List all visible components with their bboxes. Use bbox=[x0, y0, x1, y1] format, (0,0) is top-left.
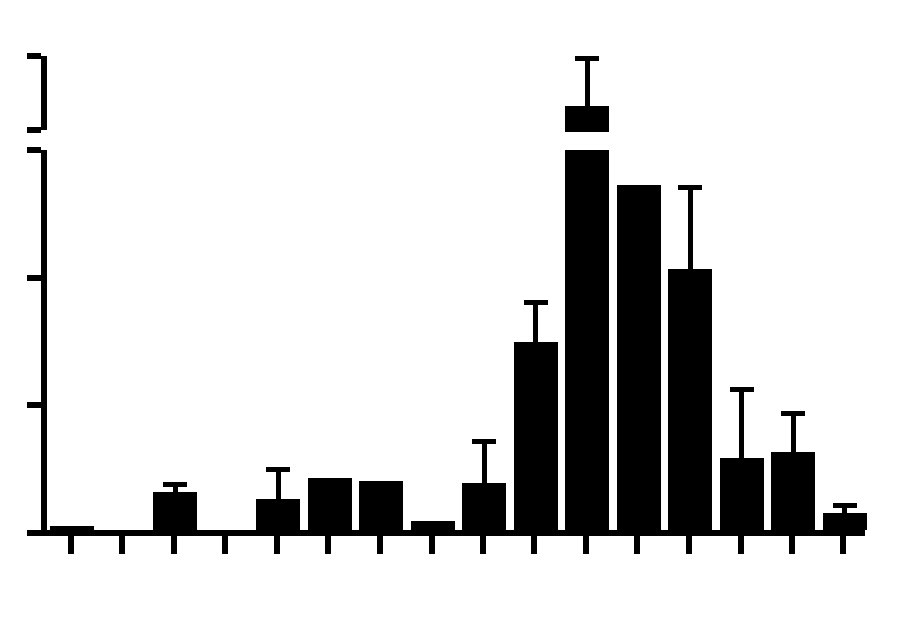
error-bar-cap bbox=[163, 482, 187, 487]
bar-chart bbox=[0, 0, 900, 625]
bar bbox=[256, 499, 300, 530]
y-tick bbox=[27, 402, 41, 408]
x-tick bbox=[377, 536, 383, 554]
x-tick bbox=[68, 536, 74, 554]
x-tick bbox=[840, 536, 846, 554]
x-tick bbox=[274, 536, 280, 554]
bar bbox=[823, 513, 867, 530]
x-tick bbox=[171, 536, 177, 554]
bar bbox=[720, 458, 764, 530]
x-tick bbox=[634, 536, 640, 554]
x-tick bbox=[429, 536, 435, 554]
x-tick bbox=[222, 536, 228, 554]
x-tick bbox=[583, 536, 589, 554]
bar bbox=[359, 481, 403, 530]
bar bbox=[411, 521, 455, 530]
bar bbox=[565, 150, 609, 530]
bar bbox=[771, 452, 815, 530]
error-bar-cap bbox=[730, 387, 754, 392]
x-tick bbox=[531, 536, 537, 554]
error-bar-cap bbox=[575, 56, 599, 61]
bar-broken-upper bbox=[565, 106, 609, 132]
error-bar-stem bbox=[688, 188, 693, 270]
y-tick bbox=[27, 530, 41, 536]
error-bar-cap bbox=[678, 185, 702, 190]
y-tick bbox=[27, 127, 41, 133]
bar bbox=[617, 185, 661, 530]
bar bbox=[668, 269, 712, 530]
error-bar-cap bbox=[524, 300, 548, 305]
x-tick bbox=[789, 536, 795, 554]
x-tick bbox=[480, 536, 486, 554]
y-tick bbox=[27, 275, 41, 281]
x-tick bbox=[119, 536, 125, 554]
error-bar-stem bbox=[276, 470, 281, 499]
error-bar-stem bbox=[791, 414, 796, 452]
bar bbox=[153, 492, 197, 530]
error-bar-stem bbox=[739, 390, 744, 459]
bar bbox=[514, 342, 558, 530]
y-axis-lower bbox=[41, 150, 47, 536]
bar bbox=[50, 526, 94, 530]
x-tick bbox=[738, 536, 744, 554]
error-bar-stem bbox=[482, 442, 487, 483]
error-bar-cap bbox=[266, 467, 290, 472]
error-bar-stem bbox=[585, 58, 590, 106]
bar bbox=[462, 483, 506, 530]
error-bar-cap bbox=[781, 411, 805, 416]
x-tick bbox=[325, 536, 331, 554]
error-bar-stem bbox=[533, 303, 538, 343]
y-axis-upper bbox=[41, 56, 47, 130]
bar bbox=[308, 478, 352, 530]
y-tick bbox=[27, 147, 41, 153]
x-tick bbox=[686, 536, 692, 554]
y-tick bbox=[27, 53, 41, 59]
error-bar-cap bbox=[833, 503, 857, 508]
error-bar-cap bbox=[472, 439, 496, 444]
